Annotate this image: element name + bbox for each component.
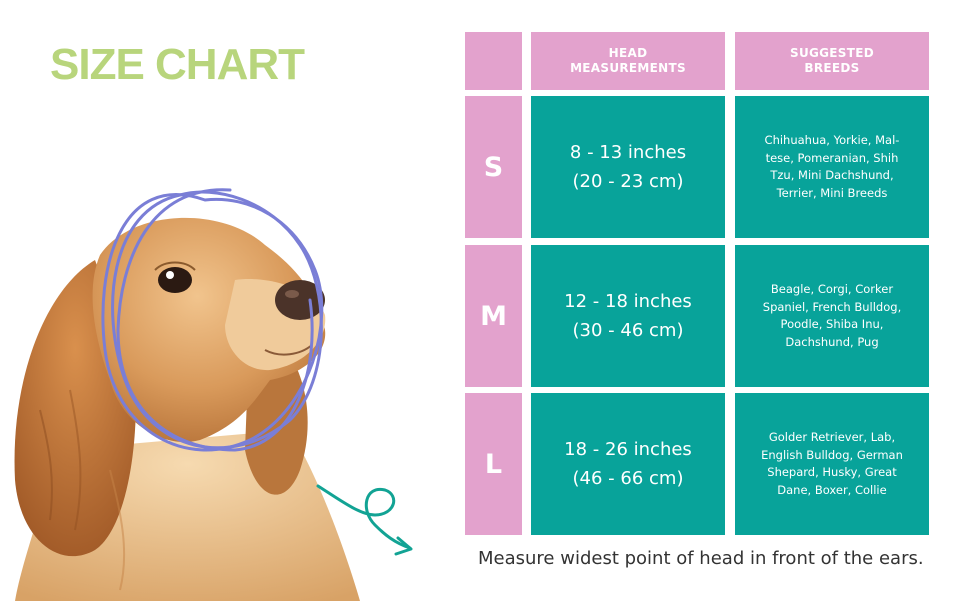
breeds-s: Chihuahua, Yorkie, Mal- tese, Pomeranian… <box>735 96 929 238</box>
dog-photo <box>14 188 413 601</box>
measure-loop-icon <box>101 188 324 452</box>
size-label-l: L <box>465 393 522 535</box>
breeds-m: Beagle, Corgi, Corker Spaniel, French Bu… <box>735 245 929 387</box>
page-title: SIZE CHART <box>50 40 305 89</box>
curly-arrow-icon <box>316 484 413 556</box>
measurement-s: 8 - 13 inches (20 - 23 cm) <box>531 96 725 238</box>
size-label-s: S <box>465 96 522 238</box>
header-head-measurements: HEAD MEASUREMENTS <box>531 32 725 90</box>
breeds-l: Golder Retriever, Lab, English Bulldog, … <box>735 393 929 535</box>
size-label-m: M <box>465 245 522 387</box>
header-suggested-breeds: SUGGESTED BREEDS <box>735 32 929 90</box>
measure-caption: Measure widest point of head in front of… <box>478 548 924 569</box>
measurement-m: 12 - 18 inches (30 - 46 cm) <box>531 245 725 387</box>
table-corner-cell <box>465 32 522 90</box>
measurement-l: 18 - 26 inches (46 - 66 cm) <box>531 393 725 535</box>
